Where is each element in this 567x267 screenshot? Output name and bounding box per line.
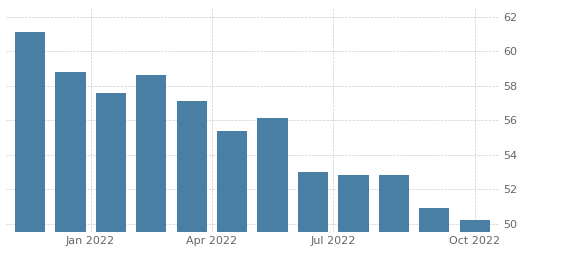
Bar [338, 175, 369, 232]
Bar [419, 208, 450, 232]
Bar [459, 220, 490, 232]
Bar [136, 75, 166, 232]
Bar [55, 72, 86, 232]
Bar [379, 175, 409, 232]
Bar [176, 101, 207, 232]
Bar [15, 32, 45, 232]
Bar [217, 131, 247, 232]
Bar [96, 93, 126, 232]
Bar [298, 172, 328, 232]
Bar [257, 119, 287, 232]
